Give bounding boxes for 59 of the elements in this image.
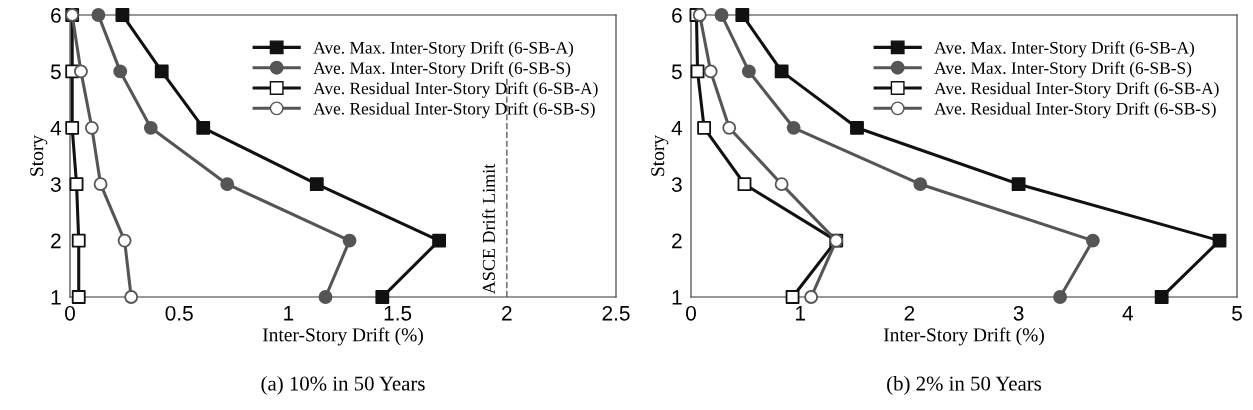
point [850,120,864,135]
y-tick-label: 5 [671,64,682,80]
y-tick-label: 1 [672,290,682,305]
x-tick-label: 1 [796,306,805,321]
point [196,120,211,135]
y-tick-label: 5 [50,64,61,80]
legend-label: Ave. Residual Inter-Story Drift (6-SB-A) [934,81,1219,98]
y-tick-label: 4 [671,121,683,136]
y-axis-title: Story [651,135,669,176]
y-axis-title: Story [30,135,48,176]
x-axis-title: Inter-Story Drift (%) [262,327,423,346]
x-axis-title: Inter-Story Drift (%) [883,327,1044,346]
text: (b) 2% in 50 Years [887,375,1042,395]
point [69,177,84,192]
y-tick-label: 3 [671,177,682,192]
x-tick-label: 2 [904,305,915,321]
point [309,177,324,192]
x-tick-label: 4 [1122,306,1133,321]
y-tick-label: 2 [672,233,682,249]
x-tick-label: 0 [686,305,696,321]
point [690,64,705,79]
point [115,8,130,22]
x-tick-label: 0.5 [165,305,193,321]
x-tick-label: 5 [1232,306,1242,321]
point [785,290,800,304]
y-tick-label: 1 [51,290,61,305]
legend-label: Ave. Max. Inter-Story Drift (6-SB-S) [934,61,1192,78]
x-tick-label: 2.5 [602,305,630,321]
y-tick-label: 6 [51,8,61,23]
point [432,233,447,248]
x-tick-label: 1.5 [384,306,412,321]
point [1154,290,1169,304]
point [1212,233,1227,248]
point [65,120,80,135]
x-tick-label: 1 [284,306,294,321]
point [774,64,789,79]
y-tick-label: 2 [51,233,61,249]
legend-label: Ave. Residual Inter-Story Drift (6-SB-A) [313,81,598,98]
y-tick-label: 3 [50,177,61,192]
legend-label: Ave. Max. Inter-Story Drift (6-SB-A) [313,41,574,58]
point [71,290,86,304]
point [71,233,86,248]
legend-label: Ave. Max. Inter-Story Drift (6-SB-A) [934,41,1195,58]
x-tick-label: 0 [65,305,75,321]
legend-label: Ave. Residual Inter-Story Drift (6-SB-S) [313,102,595,119]
point [697,120,712,135]
legend-label: Ave. Residual Inter-Story Drift (6-SB-S) [934,102,1216,119]
x-tick-label: 2 [502,305,512,321]
ref-line-label: ASCE Drift Limit [482,163,495,294]
text: (a) 10% in 50 Years [261,375,425,395]
y-tick-label: 4 [50,121,62,136]
x-tick-label: 3 [1013,305,1024,321]
point [375,290,390,304]
point [735,8,750,22]
point [1011,177,1026,192]
point [154,64,169,79]
point [737,177,752,192]
y-tick-label: 6 [672,8,682,23]
legend-label: Ave. Max. Inter-Story Drift (6-SB-S) [313,61,571,78]
